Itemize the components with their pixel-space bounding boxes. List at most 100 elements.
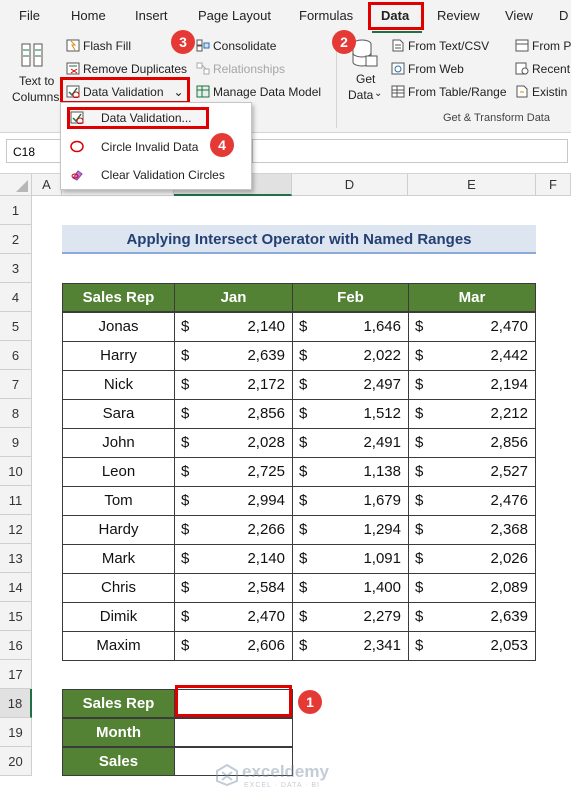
remove-duplicates-button[interactable]: Remove Duplicates (66, 62, 187, 76)
table-cell-jan[interactable]: $2,584 (174, 573, 293, 603)
table-cell-mar[interactable]: $2,026 (408, 544, 536, 574)
input-label-sales-rep[interactable]: Sales Rep (62, 689, 175, 718)
row-header[interactable]: 13 (0, 544, 32, 573)
table-cell-feb[interactable]: $2,279 (292, 602, 409, 632)
column-header-f[interactable]: F (536, 174, 571, 196)
menu-item-data-validation[interactable]: Data Validation... (69, 111, 192, 125)
table-cell-jan[interactable]: $2,140 (174, 544, 293, 574)
tab-formulas[interactable]: Formulas (299, 8, 354, 23)
table-cell-rep[interactable]: Hardy (62, 515, 175, 545)
table-cell-jan[interactable]: $2,725 (174, 457, 293, 487)
header-jan[interactable]: Jan (174, 283, 293, 312)
row-header[interactable]: 20 (0, 747, 32, 776)
table-cell-jan[interactable]: $2,856 (174, 399, 293, 429)
table-cell-rep[interactable]: Mark (62, 544, 175, 574)
tab-review[interactable]: Review (437, 8, 480, 23)
table-cell-mar[interactable]: $2,442 (408, 341, 536, 371)
sheet-title[interactable]: Applying Intersect Operator with Named R… (62, 225, 536, 254)
table-cell-jan[interactable]: $2,470 (174, 602, 293, 632)
table-cell-jan[interactable]: $2,140 (174, 312, 293, 342)
input-cell-month[interactable] (174, 718, 293, 747)
recent-sources-button[interactable]: Recent (515, 62, 570, 76)
table-cell-feb[interactable]: $1,091 (292, 544, 409, 574)
from-table-range-button[interactable]: From Table/Range (391, 85, 507, 99)
tab-insert[interactable]: Insert (135, 8, 168, 23)
table-cell-jan[interactable]: $2,028 (174, 428, 293, 458)
table-cell-feb[interactable]: $1,512 (292, 399, 409, 429)
table-cell-rep[interactable]: Maxim (62, 631, 175, 661)
table-cell-mar[interactable]: $2,194 (408, 370, 536, 400)
tab-home[interactable]: Home (71, 8, 106, 23)
row-header[interactable]: 7 (0, 370, 32, 399)
tab-more[interactable]: D (559, 8, 569, 23)
row-header[interactable]: 10 (0, 457, 32, 486)
chevron-down-icon[interactable]: ⌄ (173, 85, 184, 99)
table-cell-feb[interactable]: $1,400 (292, 573, 409, 603)
row-header[interactable]: 12 (0, 515, 32, 544)
table-cell-feb[interactable]: $1,646 (292, 312, 409, 342)
table-cell-rep[interactable]: Leon (62, 457, 175, 487)
existing-connections-button[interactable]: Existin (515, 85, 567, 99)
table-cell-feb[interactable]: $2,497 (292, 370, 409, 400)
table-cell-feb[interactable]: $2,341 (292, 631, 409, 661)
column-header-d[interactable]: D (292, 174, 408, 196)
tab-file[interactable]: File (19, 8, 40, 23)
table-cell-rep[interactable]: Sara (62, 399, 175, 429)
row-header[interactable]: 2 (0, 225, 32, 254)
text-to-columns-button[interactable]: Text to Columns (10, 38, 60, 108)
manage-data-model-button[interactable]: Manage Data Model (196, 85, 321, 99)
row-header[interactable]: 14 (0, 573, 32, 602)
input-label-month[interactable]: Month (62, 718, 175, 747)
row-header[interactable]: 11 (0, 486, 32, 515)
table-cell-mar[interactable]: $2,527 (408, 457, 536, 487)
row-header[interactable]: 9 (0, 428, 32, 457)
menu-item-circle-invalid[interactable]: Circle Invalid Data (69, 140, 198, 154)
tab-page-layout[interactable]: Page Layout (198, 8, 272, 23)
table-cell-rep[interactable]: Dimik (62, 602, 175, 632)
table-cell-mar[interactable]: $2,368 (408, 515, 536, 545)
table-cell-rep[interactable]: Nick (62, 370, 175, 400)
formula-input[interactable] (252, 139, 568, 163)
select-all-corner[interactable] (0, 174, 32, 196)
table-cell-mar[interactable]: $2,470 (408, 312, 536, 342)
table-cell-feb[interactable]: $1,138 (292, 457, 409, 487)
table-cell-jan[interactable]: $2,639 (174, 341, 293, 371)
row-header[interactable]: 4 (0, 283, 32, 312)
table-cell-feb[interactable]: $2,022 (292, 341, 409, 371)
column-header-e[interactable]: E (408, 174, 536, 196)
input-cell-sales-rep[interactable] (174, 689, 293, 718)
table-cell-mar[interactable]: $2,212 (408, 399, 536, 429)
row-header[interactable]: 19 (0, 718, 32, 747)
input-cell-sales[interactable] (174, 747, 293, 776)
table-cell-rep[interactable]: Tom (62, 486, 175, 516)
row-header[interactable]: 17 (0, 660, 32, 689)
table-cell-rep[interactable]: Jonas (62, 312, 175, 342)
tab-data[interactable]: Data (381, 8, 410, 23)
row-header[interactable]: 8 (0, 399, 32, 428)
table-cell-feb[interactable]: $2,491 (292, 428, 409, 458)
table-cell-mar[interactable]: $2,089 (408, 573, 536, 603)
table-cell-mar[interactable]: $2,856 (408, 428, 536, 458)
table-cell-mar[interactable]: $2,476 (408, 486, 536, 516)
tab-view[interactable]: View (505, 8, 533, 23)
table-cell-rep[interactable]: John (62, 428, 175, 458)
table-cell-feb[interactable]: $1,294 (292, 515, 409, 545)
table-cell-rep[interactable]: Harry (62, 341, 175, 371)
consolidate-button[interactable]: Consolidate (196, 39, 276, 53)
get-data-button[interactable]: Get Data ⌄ (342, 38, 386, 106)
table-cell-jan[interactable]: $2,606 (174, 631, 293, 661)
header-mar[interactable]: Mar (408, 283, 536, 312)
column-header-a[interactable]: A (32, 174, 62, 196)
from-picture-button[interactable]: From P (515, 39, 571, 53)
row-header[interactable]: 1 (0, 196, 32, 225)
flash-fill-button[interactable]: Flash Fill (66, 39, 131, 53)
row-header[interactable]: 18 (0, 689, 32, 718)
row-header[interactable]: 3 (0, 254, 32, 283)
table-cell-jan[interactable]: $2,172 (174, 370, 293, 400)
input-label-sales[interactable]: Sales (62, 747, 175, 776)
table-cell-mar[interactable]: $2,639 (408, 602, 536, 632)
header-sales-rep[interactable]: Sales Rep (62, 283, 175, 312)
from-text-csv-button[interactable]: From Text/CSV (391, 39, 489, 53)
table-cell-jan[interactable]: $2,994 (174, 486, 293, 516)
header-feb[interactable]: Feb (292, 283, 409, 312)
